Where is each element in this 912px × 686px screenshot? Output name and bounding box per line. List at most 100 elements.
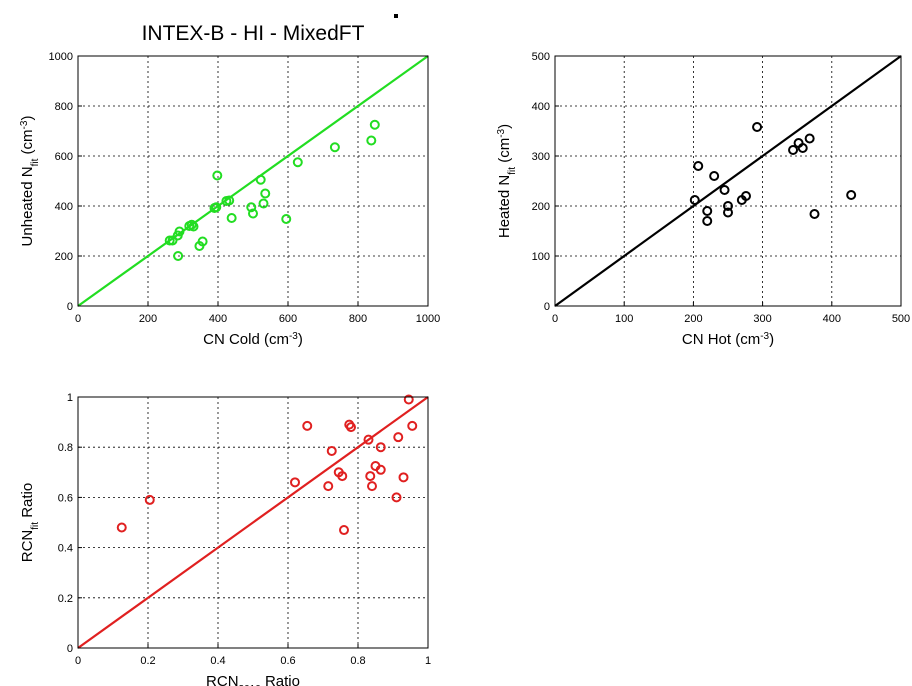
- data-point: [302, 420, 313, 431]
- data-point: [797, 143, 808, 153]
- x-axis-label-sub: 3010: [239, 684, 262, 686]
- y-axis-label: Heated Nfit (cm-3): [496, 124, 518, 238]
- y-tick-label: 400: [532, 101, 550, 113]
- y-tick-label: 0: [544, 301, 550, 313]
- data-point: [226, 213, 237, 223]
- y-tick-label: 200: [532, 201, 550, 213]
- data-point: [323, 481, 334, 492]
- data-point: [723, 201, 733, 211]
- data-point: [398, 472, 409, 483]
- data-point: [740, 191, 751, 201]
- data-point: [403, 394, 414, 405]
- x-tick-label: 500: [892, 313, 910, 325]
- one-to-one-line: [554, 55, 902, 307]
- one-to-one-line: [77, 396, 429, 649]
- data-point: [365, 471, 376, 482]
- y-tick-label: 200: [55, 251, 73, 263]
- x-axis-label-main: CN Hot (cm: [682, 331, 760, 348]
- y-axis-label-main: Unheated N: [19, 166, 36, 246]
- y-tick-label: 0.4: [58, 543, 73, 555]
- y-axis-label-mid: (cm: [496, 138, 513, 167]
- y-tick-label: 0: [67, 301, 73, 313]
- data-point: [693, 161, 704, 171]
- axes-frame: [554, 55, 902, 307]
- y-tick-label: 1: [67, 392, 73, 404]
- data-point: [339, 525, 349, 536]
- data-point: [709, 171, 720, 181]
- chart-unheated-vs-cold: 0 200 400 600 800 1000 0 200 400 600 800 1000 CN Col…: [19, 51, 441, 348]
- y-tick-label: 300: [532, 151, 550, 163]
- y-axis-label: RCNfit Ratio: [19, 483, 41, 562]
- data-point: [258, 198, 269, 209]
- data-point: [393, 432, 404, 443]
- data-point: [167, 235, 178, 246]
- x-axis-label-main: RCN: [206, 673, 239, 686]
- data-point: [197, 236, 208, 247]
- x-tick-label: 0.8: [350, 655, 365, 667]
- data-point: [809, 209, 820, 219]
- data-point: [248, 208, 258, 219]
- data-point: [173, 251, 184, 261]
- y-axis-label-sup: -3: [19, 120, 30, 129]
- data-point: [689, 195, 700, 205]
- y-tick-label: 0.2: [58, 593, 73, 605]
- data-point: [224, 195, 235, 206]
- data-point: [212, 170, 223, 181]
- data-point: [391, 492, 402, 503]
- data-point: [366, 135, 377, 146]
- y-axis-label: Unheated Nfit (cm-3): [19, 116, 41, 247]
- x-tick-label: 1: [425, 655, 431, 667]
- data-point: [188, 221, 199, 232]
- data-point: [375, 442, 386, 453]
- y-tick-label: 400: [55, 201, 73, 213]
- data-point: [326, 445, 337, 456]
- data-point: [246, 202, 257, 213]
- x-tick-label: 0: [552, 313, 558, 325]
- one-to-one-line: [77, 55, 429, 307]
- y-tick-label: 1000: [49, 51, 73, 63]
- x-axis-label-end: ): [769, 331, 774, 348]
- x-tick-label: 400: [823, 313, 841, 325]
- x-axis-label-sup: -3: [760, 331, 769, 342]
- title-dot-mark: [394, 14, 398, 18]
- data-point: [174, 226, 185, 237]
- x-tick-label: 600: [279, 313, 297, 325]
- x-tick-label: 300: [753, 313, 771, 325]
- data-point: [290, 477, 300, 488]
- data-point: [116, 522, 127, 533]
- y-tick-label: 600: [55, 151, 73, 163]
- x-tick-label: 0: [75, 655, 81, 667]
- x-tick-label: 0.2: [140, 655, 155, 667]
- data-point: [369, 119, 380, 130]
- data-point: [281, 214, 292, 224]
- x-tick-label: 0: [75, 313, 81, 325]
- chart-heated-vs-hot: 0 100 200 300 400 500 0 100 200 300 400 500 CN Hot (…: [496, 51, 911, 348]
- data-point: [346, 422, 356, 433]
- x-axis-label: CN Hot (cm-3): [682, 331, 774, 349]
- data-point: [788, 145, 799, 155]
- x-axis-label-end: ): [298, 331, 303, 348]
- x-axis-label-main: CN Cold (cm: [203, 331, 289, 348]
- x-axis-label-end: Ratio: [261, 673, 300, 686]
- y-tick-label: 800: [55, 101, 73, 113]
- y-axis-label-sub: fit: [30, 158, 41, 166]
- y-tick-label: 0: [67, 643, 73, 655]
- x-tick-label: 800: [349, 313, 367, 325]
- data-point: [255, 174, 266, 185]
- data-point: [329, 142, 340, 153]
- x-tick-label: 200: [139, 313, 157, 325]
- y-tick-label: 0.8: [58, 442, 73, 454]
- data-point: [144, 494, 155, 505]
- data-point: [375, 464, 386, 475]
- data-point: [260, 188, 271, 199]
- x-axis-label: RCN3010 Ratio: [206, 673, 300, 686]
- data-point: [367, 481, 377, 492]
- chart-rcn-ratio: 0 0.2 0.4 0.6 0.8 1 0 0.2 0.4 0.6 0.8 1 RCN3010 Rati…: [19, 392, 431, 686]
- y-tick-label: 0.6: [58, 492, 73, 504]
- y-axis-label-sub: fit: [30, 522, 41, 530]
- x-tick-label: 0.6: [280, 655, 295, 667]
- data-point: [702, 206, 713, 216]
- x-tick-label: 0.4: [210, 655, 225, 667]
- data-point: [363, 434, 374, 445]
